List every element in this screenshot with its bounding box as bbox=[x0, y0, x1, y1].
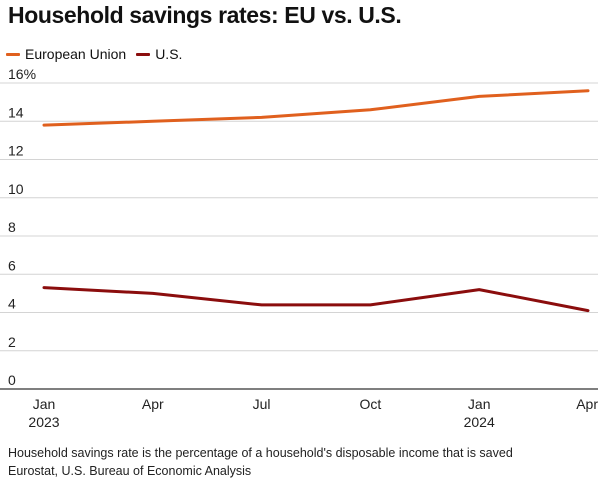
y-tick-label: 4 bbox=[8, 296, 16, 312]
legend-label-us: U.S. bbox=[155, 46, 183, 62]
x-tick-label: Apr bbox=[576, 396, 598, 412]
legend: European Union U.S. bbox=[6, 46, 192, 62]
legend-item-us: U.S. bbox=[136, 46, 182, 62]
series-line-eu bbox=[42, 89, 590, 127]
chart-source: Eurostat, U.S. Bureau of Economic Analys… bbox=[8, 464, 252, 478]
legend-swatch-us bbox=[136, 52, 151, 56]
legend-label-eu: European Union bbox=[25, 46, 127, 62]
y-tick-label: 14 bbox=[8, 104, 24, 120]
legend-swatch-eu bbox=[6, 52, 20, 56]
y-tick-label: 6 bbox=[8, 257, 16, 273]
y-tick-label: 12 bbox=[8, 143, 24, 159]
x-tick-label: Jul bbox=[253, 396, 271, 412]
line-chart: 0 2 4 6 8 10 12 14 16% Jan 2023 Apr Jul Oct Jan 2024 Apr bbox=[0, 66, 598, 430]
x-tick-label-year: 2024 bbox=[464, 414, 495, 430]
legend-item-eu: European Union bbox=[6, 46, 126, 62]
y-tick-label: 16% bbox=[8, 66, 36, 82]
chart-note: Household savings rate is the percentage… bbox=[8, 446, 513, 460]
y-tick-label: 8 bbox=[8, 219, 16, 235]
y-tick-label: 2 bbox=[8, 334, 16, 350]
series-line-us bbox=[42, 286, 590, 313]
x-tick-label: Jan bbox=[33, 396, 56, 412]
x-tick-label: Jan bbox=[468, 396, 491, 412]
x-tick-label: Oct bbox=[360, 396, 382, 412]
y-tick-label: 10 bbox=[8, 181, 24, 197]
x-tick-label: Apr bbox=[142, 396, 164, 412]
chart-title: Household savings rates: EU vs. U.S. bbox=[8, 2, 402, 28]
y-tick-label: 0 bbox=[8, 372, 16, 388]
x-tick-label-year: 2023 bbox=[28, 414, 59, 430]
